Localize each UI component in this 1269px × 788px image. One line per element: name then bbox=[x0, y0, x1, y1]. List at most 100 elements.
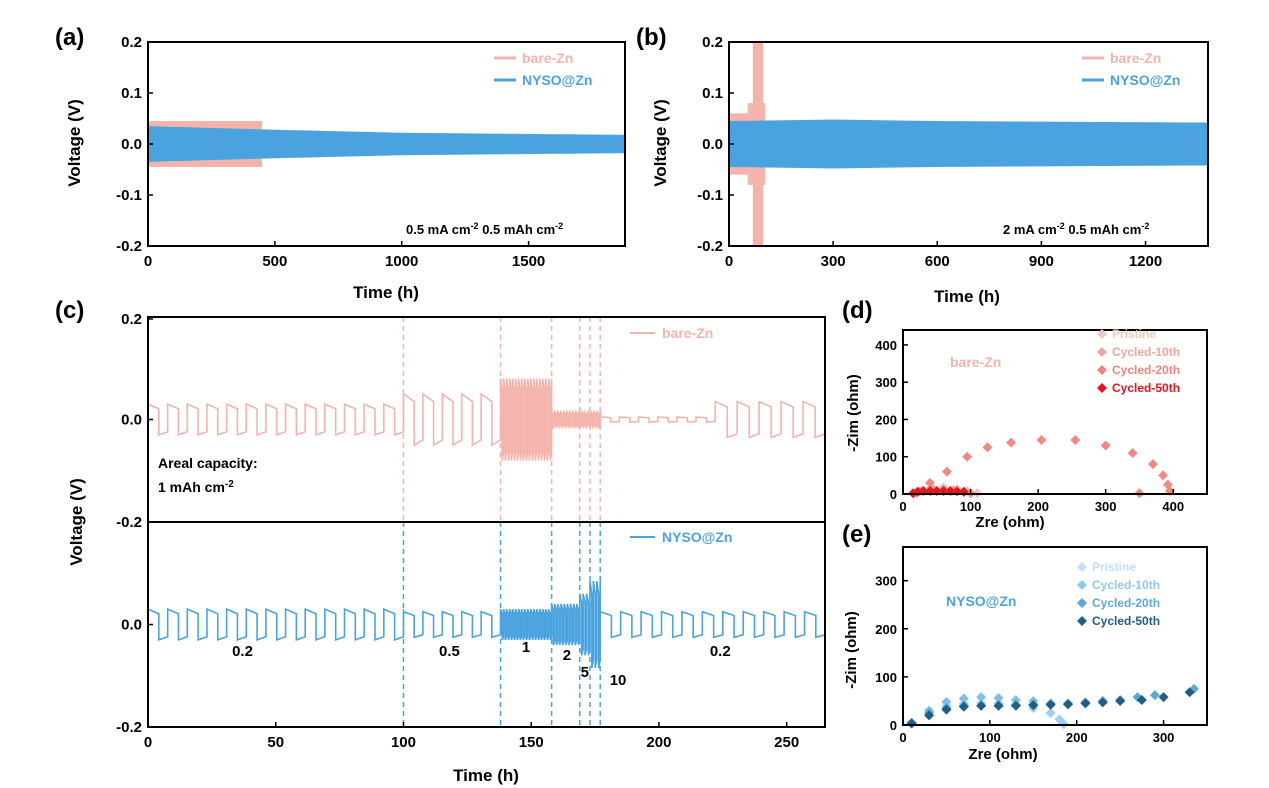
y-tick-label: -0.2 bbox=[116, 514, 142, 531]
panel-a-annotation: 0.5 mA cm-2 0.5 mAh cm-2 bbox=[406, 221, 563, 237]
series-cycled-10th-point bbox=[941, 466, 952, 477]
legend-marker bbox=[1097, 365, 1107, 375]
series-cycled-20th-point bbox=[1149, 690, 1160, 701]
panel-a: (a) 0 500 1000 1500 0.2 0.1 0.0 -0.1 -0.2 Time (… bbox=[55, 24, 626, 302]
x-tick-label: 1500 bbox=[512, 253, 545, 270]
legend-marker bbox=[1097, 347, 1107, 357]
series-cycled-50th-point bbox=[941, 704, 952, 715]
panel-a-plot-area bbox=[148, 121, 625, 167]
y-tick-label: 400 bbox=[875, 338, 897, 353]
panel-d-inner-label: bare-Zn bbox=[950, 354, 1001, 370]
x-tick-label: 1200 bbox=[1129, 253, 1162, 270]
legend-marker bbox=[1077, 616, 1087, 626]
legend-label: Cycled-50th bbox=[1112, 381, 1180, 395]
y-tick-label: 200 bbox=[875, 622, 897, 637]
legend-marker bbox=[1097, 329, 1107, 339]
series-bare-zn bbox=[147, 378, 826, 461]
panel-c-ylabel: Voltage (V) bbox=[67, 478, 86, 566]
panel-b-annotation: 2 mA cm-2 0.5 mAh cm-2 bbox=[1003, 221, 1149, 237]
panel-b-ylabel: Voltage (V) bbox=[651, 99, 670, 187]
y-tick-label: -0.1 bbox=[116, 187, 142, 204]
y-tick-label: -0.1 bbox=[697, 187, 723, 204]
legend-label: Cycled-10th bbox=[1112, 345, 1180, 359]
series-cycled-10th-point bbox=[1127, 448, 1138, 458]
y-tick-label: 0.2 bbox=[121, 311, 142, 328]
series-nyso-zn bbox=[148, 126, 625, 162]
panel-e-label: (e) bbox=[842, 521, 871, 548]
x-tick-label: 200 bbox=[1066, 730, 1088, 745]
panel-b-axes: 0 300 600 900 1200 0.2 0.1 0.0 -0.1 -0.2 bbox=[697, 34, 1209, 270]
legend-label: Cycled-20th bbox=[1092, 596, 1160, 610]
y-tick-label: 100 bbox=[875, 450, 897, 465]
y-tick-label: 300 bbox=[875, 574, 897, 589]
x-tick-label: 100 bbox=[960, 499, 982, 514]
series-cycled-10th-point bbox=[976, 692, 987, 703]
panel-c-axes: 0 50 100 150 200 250 0.2 0.0 -0.2 0.0 -0.2 bbox=[116, 311, 826, 751]
panel-a-legend-nyso: NYSO@Zn bbox=[522, 72, 592, 88]
panel-c-areal-capacity-label: Areal capacity: bbox=[158, 455, 258, 471]
panel-d: (d) 0 100 200 300 400 400 300 200 100 0 Zre (ohm)… bbox=[842, 297, 1208, 531]
legend-label: Pristine bbox=[1112, 327, 1156, 341]
y-tick-label: 0 bbox=[890, 718, 897, 733]
x-tick-label: 0 bbox=[725, 253, 733, 270]
series-pristine-point bbox=[1045, 707, 1056, 718]
panel-a-axes: 0 500 1000 1500 0.2 0.1 0.0 -0.1 -0.2 bbox=[116, 34, 626, 270]
legend-marker bbox=[1097, 383, 1107, 393]
x-tick-label: 900 bbox=[1029, 253, 1054, 270]
series-cycled-50th-point bbox=[1184, 687, 1195, 698]
axes-frame bbox=[902, 546, 1208, 726]
y-tick-label: 0.0 bbox=[121, 412, 142, 429]
panel-e: (e) 0 100 200 300 300 200 100 0 Zre (ohm) -Zim … bbox=[842, 521, 1208, 763]
series-cycled-10th-point bbox=[1036, 434, 1047, 445]
x-tick-label: 100 bbox=[391, 734, 416, 751]
series-nyso-zn bbox=[729, 119, 1208, 169]
x-tick-label: 0 bbox=[144, 253, 152, 270]
y-tick-label: 0.0 bbox=[702, 136, 723, 153]
series-cycled-10th-point bbox=[925, 477, 936, 488]
series-cycled-10th-point bbox=[941, 696, 952, 707]
series-nyso-zn bbox=[147, 580, 826, 669]
series-cycled-50th-point bbox=[976, 700, 987, 711]
panel-b-legend-bare: bare-Zn bbox=[1110, 50, 1161, 66]
y-tick-label: 0.2 bbox=[702, 34, 723, 51]
panel-a-xlabel: Time (h) bbox=[353, 283, 419, 302]
x-tick-label: 250 bbox=[774, 734, 799, 751]
panel-b-legend-nyso: NYSO@Zn bbox=[1110, 72, 1180, 88]
y-tick-label: 200 bbox=[875, 412, 897, 427]
panel-b: (b) 0 300 600 900 1200 0.2 0.1 0.0 -0.1 -0.2 Time… bbox=[636, 24, 1209, 306]
series-cycled-10th-point bbox=[1070, 434, 1081, 445]
panel-e-inner-label: NYSO@Zn bbox=[946, 593, 1016, 609]
x-tick-label: 0 bbox=[144, 734, 152, 751]
rate-label: 1 bbox=[522, 639, 530, 656]
series-cycled-50th-point bbox=[1158, 692, 1169, 703]
series-cycled-50th-point bbox=[1028, 700, 1039, 711]
panel-d-xlabel: Zre (ohm) bbox=[975, 514, 1044, 531]
panel-d-label: (d) bbox=[842, 297, 873, 324]
rate-label: 5 bbox=[581, 664, 589, 681]
panel-c: (c) 0 50 100 150 200 250 0.2 0.0 -0.2 0.0 -0.2 Tim… bbox=[55, 297, 826, 785]
panel-b-label: (b) bbox=[636, 24, 667, 51]
rate-label: 0.2 bbox=[232, 643, 253, 660]
series-cycled-10th-point bbox=[1147, 459, 1158, 470]
x-tick-label: 1000 bbox=[385, 253, 418, 270]
rate-label: 10 bbox=[610, 672, 627, 689]
x-tick-label: 300 bbox=[1095, 499, 1117, 514]
series-cycled-50th-point bbox=[1063, 699, 1074, 710]
x-tick-label: 600 bbox=[925, 253, 950, 270]
series-cycled-50th-point bbox=[1136, 694, 1147, 705]
series-cycled-50th-point bbox=[1010, 700, 1021, 711]
rate-label: 0.2 bbox=[710, 643, 731, 660]
panel-e-ylabel: -Zim (ohm) bbox=[843, 611, 860, 688]
series-cycled-10th-point bbox=[1006, 437, 1017, 448]
legend-label: Cycled-10th bbox=[1092, 578, 1160, 592]
panel-c-legend-top: bare-Zn bbox=[630, 325, 713, 341]
series-cycled-50th-point bbox=[924, 710, 935, 721]
x-tick-label: 200 bbox=[646, 734, 671, 751]
y-tick-label: 0.0 bbox=[121, 617, 142, 634]
panel-c-rate-labels: 0.2 0.5 1 25 10 0.2 bbox=[232, 639, 731, 689]
panel-b-legend: bare-Zn NYSO@Zn bbox=[1082, 50, 1180, 88]
legend-marker bbox=[1077, 562, 1087, 572]
series-cycled-10th-point bbox=[958, 693, 969, 704]
series-cycled-50th-point bbox=[906, 718, 917, 729]
